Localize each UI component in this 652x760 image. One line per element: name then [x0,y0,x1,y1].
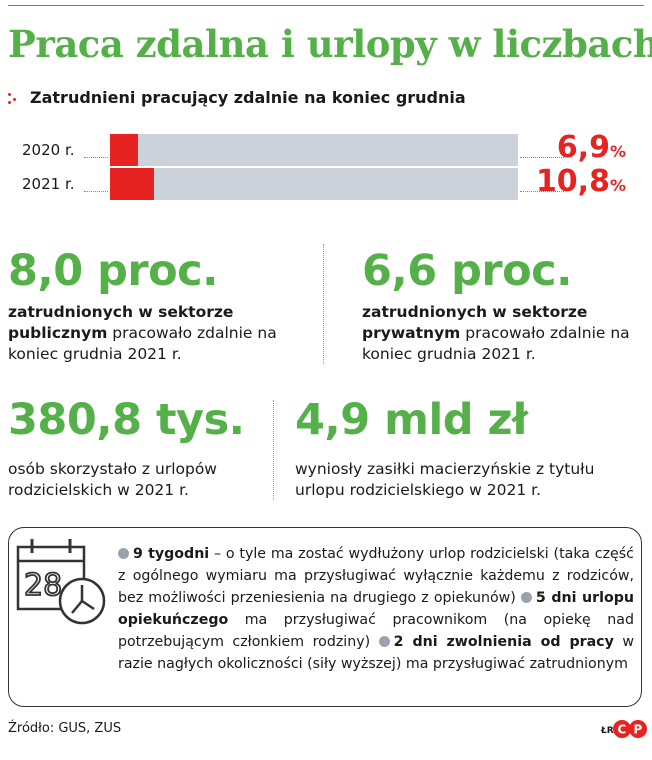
stat-leave-value: 380,8 tys. [8,395,245,445]
info-2-bold: 5 dni urlopu opiekuńczego [118,590,634,628]
info-2-text: ma przysługiwać pracownikom (na opiekę n… [118,612,634,650]
bar-value-unit: % [609,142,626,161]
separator [273,400,274,500]
stat-private-value: 6,6 proc. [362,246,573,296]
info-3-text: w razie nagłych okoliczności (siły wyższ… [118,634,634,672]
bar-value-label: 10,8% [536,164,626,199]
cp-logo-icon: C P [613,720,647,738]
bar [110,168,155,200]
stat-public-rest: pracowało zdalnie na koniec grudnia 2021… [8,324,277,363]
svg-text:P: P [634,723,643,737]
bar-value-number: 6,9 [556,130,610,165]
author-initials: ŁR [601,726,614,736]
bar-value-number: 10,8 [535,164,610,199]
bar-value-unit: % [609,176,626,195]
leader-line [520,157,564,158]
bar-category-label: 2021 r. [22,175,75,193]
leader-line [84,157,108,158]
bullet-icon [378,636,390,647]
stat-private-desc: zatrudnionych w sektorze prywatnym praco… [362,302,652,365]
info-1-text: – o tyle ma zostać wydłużony urlop rodzi… [118,546,634,606]
leader-line [520,191,564,192]
leader-line [84,191,108,192]
info-1-bold: 9 tygodni [133,546,210,562]
top-rule [8,5,644,6]
bar [110,134,139,166]
info-box [8,527,642,707]
bar-value-label: 6,9% [557,130,626,165]
stat-public-bold: zatrudnionych w sektorze publicznym [8,303,234,342]
separator [323,244,324,364]
stat-leave-desc: osób skorzystało z urlopów rodzicielskic… [8,460,217,499]
page-title: Praca zdalna i urlopy w liczbach [8,22,652,66]
bar-track [110,134,518,166]
info-text: 9 tygodni – o tyle ma zostać wydłużony u… [118,543,634,675]
chart-heading: Zatrudnieni pracujący zdalnie na koniec … [8,88,466,107]
bullet-icon [118,548,129,559]
calendar-clock-icon: 28 [16,539,106,625]
svg-text:C: C [618,723,627,737]
stat-private-rest: pracowało zdalnie na koniec grudnia 2021… [362,324,630,363]
source: Źródło: GUS, ZUS [8,721,122,736]
stat-public-desc: zatrudnionych w sektorze publicznym prac… [8,302,298,365]
bullet-icon [520,592,532,603]
chart-title: Zatrudnieni pracujący zdalnie na koniec … [30,88,466,107]
stat-private-bold: zatrudnionych w sektorze prywatnym [362,303,588,342]
dots-icon [8,91,22,105]
stat-benefits-value: 4,9 mld zł [295,395,528,445]
calendar-day: 28 [24,568,62,603]
bar-track [110,168,518,200]
bar-category-label: 2020 r. [22,141,75,159]
info-3-bold: 2 dni zwolnienia od pracy [393,634,614,650]
stat-public-value: 8,0 proc. [8,246,219,296]
stat-benefits-desc: wyniosły zasiłki macierzyńskie z tytułu … [295,460,595,499]
